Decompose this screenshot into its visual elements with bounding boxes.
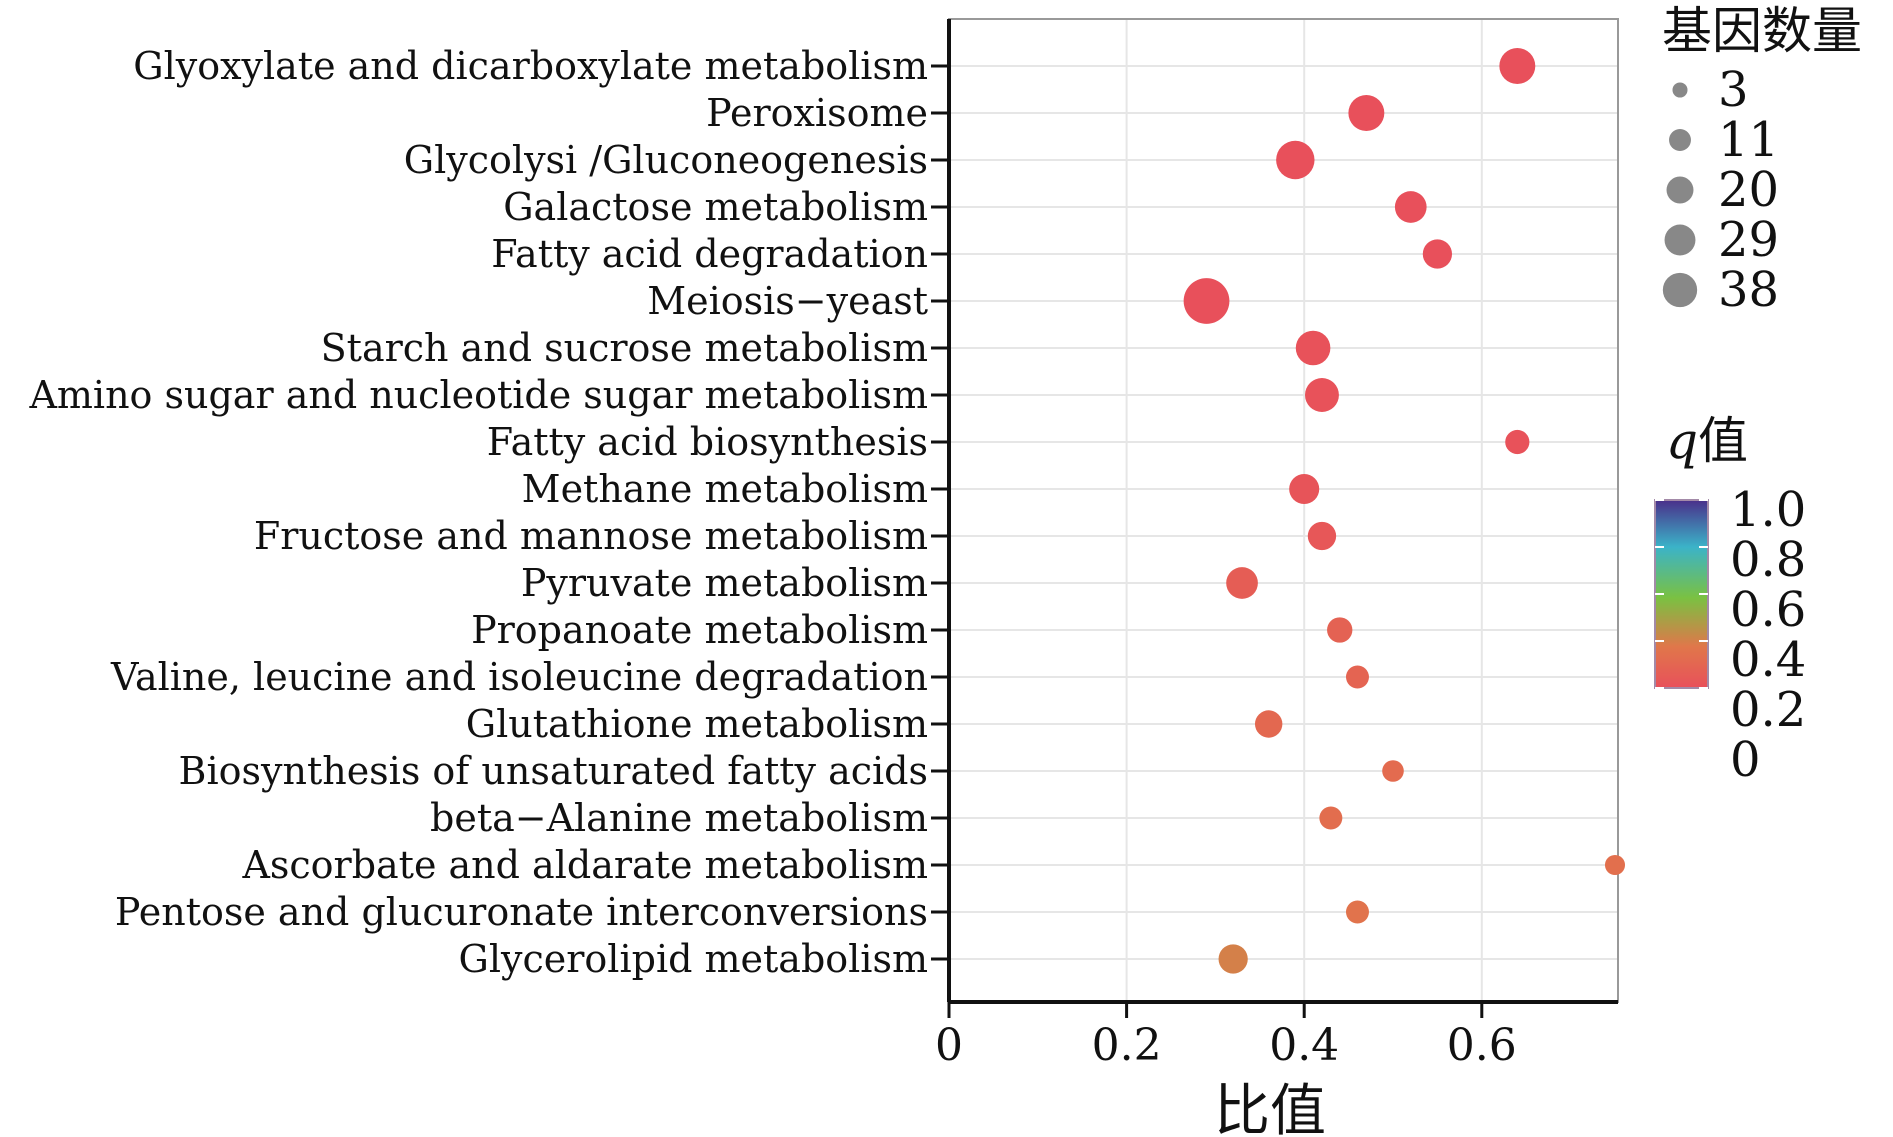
- x-tick-label: 0.4: [1269, 1020, 1339, 1071]
- color-legend-label: 0: [1730, 732, 1761, 788]
- category-label: Ascorbate and aldarate metabolism: [241, 843, 928, 887]
- category-label: Methane metabolism: [522, 467, 928, 511]
- category-label: beta−Alanine metabolism: [430, 796, 928, 840]
- axes: [931, 19, 1618, 1018]
- size-legend-label: 3: [1718, 62, 1749, 118]
- category-label: Meiosis−yeast: [647, 279, 928, 323]
- data-point: [1345, 900, 1369, 924]
- color-legend-label: 0.4: [1730, 632, 1806, 688]
- category-label: Galactose metabolism: [503, 185, 928, 229]
- data-point: [1307, 521, 1337, 551]
- x-tick-labels: 0 0.2 0.4 0.6: [935, 1020, 1517, 1071]
- category-label: Amino sugar and nucleotide sugar metabol…: [28, 373, 928, 417]
- color-legend-title: q值: [1666, 412, 1748, 470]
- color-legend-label: 0.8: [1730, 532, 1806, 588]
- x-tick-label: 0.2: [1092, 1020, 1162, 1071]
- category-label: Glyoxylate and dicarboxylate metabolism: [133, 44, 928, 88]
- data-point: [1604, 854, 1626, 876]
- size-legend-label: 29: [1718, 212, 1779, 268]
- color-legend-title-rest: 值: [1698, 412, 1748, 470]
- data-point: [1505, 429, 1530, 455]
- size-legend-dot: [1669, 129, 1691, 151]
- size-legend-dot: [1664, 224, 1696, 256]
- grid-lines: [949, 19, 1618, 1002]
- category-label: Peroxisome: [706, 91, 928, 135]
- category-label: Valine, leucine and isoleucine degradati…: [110, 655, 928, 699]
- size-legend-label: 11: [1718, 112, 1779, 168]
- x-tick-label: 0: [935, 1020, 963, 1071]
- size-legend-dot: [1662, 272, 1698, 308]
- data-point: [1218, 944, 1248, 974]
- category-label: Pyruvate metabolism: [521, 561, 928, 605]
- size-legend-dot: [1666, 176, 1694, 204]
- category-label: Pentose and glucuronate interconversions: [115, 890, 928, 934]
- category-label: Starch and sucrose metabolism: [321, 326, 928, 370]
- data-point: [1348, 95, 1385, 131]
- data-point: [1295, 330, 1331, 366]
- category-label: Propanoate metabolism: [471, 608, 928, 652]
- size-legend-label: 38: [1718, 262, 1779, 318]
- data-points: [1183, 48, 1626, 974]
- category-label: Fatty acid biosynthesis: [487, 420, 928, 464]
- data-point: [1345, 665, 1369, 689]
- size-legend-label: 20: [1718, 162, 1779, 218]
- category-label: Biosynthesis of unsaturated fatty acids: [179, 749, 928, 793]
- category-label: Glutathione metabolism: [466, 702, 928, 746]
- color-legend-label: 1.0: [1730, 482, 1806, 538]
- category-label: Fructose and mannose metabolism: [254, 514, 928, 558]
- data-point: [1394, 191, 1427, 223]
- data-point: [1319, 806, 1343, 830]
- category-label: Glycolysi /Gluconeogenesis: [404, 138, 928, 182]
- color-legend: q值 1.00.80.60.40.20: [1654, 412, 1806, 788]
- color-legend-title-q: q: [1666, 412, 1698, 470]
- category-labels: Glyoxylate and dicarboxylate metabolismP…: [28, 44, 928, 981]
- x-axis-title: 比值: [1214, 1079, 1326, 1137]
- x-tick-label: 0.6: [1447, 1020, 1517, 1071]
- size-legend-title: 基因数量: [1662, 2, 1862, 60]
- data-point: [1226, 567, 1258, 599]
- data-point: [1289, 473, 1320, 505]
- data-point: [1499, 48, 1536, 84]
- color-legend-label: 0.6: [1730, 582, 1806, 638]
- size-legend-dot: [1672, 82, 1688, 98]
- data-point: [1276, 140, 1315, 180]
- data-point: [1422, 239, 1453, 269]
- data-point: [1254, 710, 1283, 738]
- category-label: Glycerolipid metabolism: [459, 937, 928, 981]
- data-point: [1382, 760, 1404, 782]
- category-label: Fatty acid degradation: [491, 232, 928, 276]
- data-point: [1327, 617, 1353, 643]
- data-point: [1183, 278, 1230, 324]
- data-point: [1305, 378, 1339, 412]
- color-legend-label: 0.2: [1730, 682, 1806, 738]
